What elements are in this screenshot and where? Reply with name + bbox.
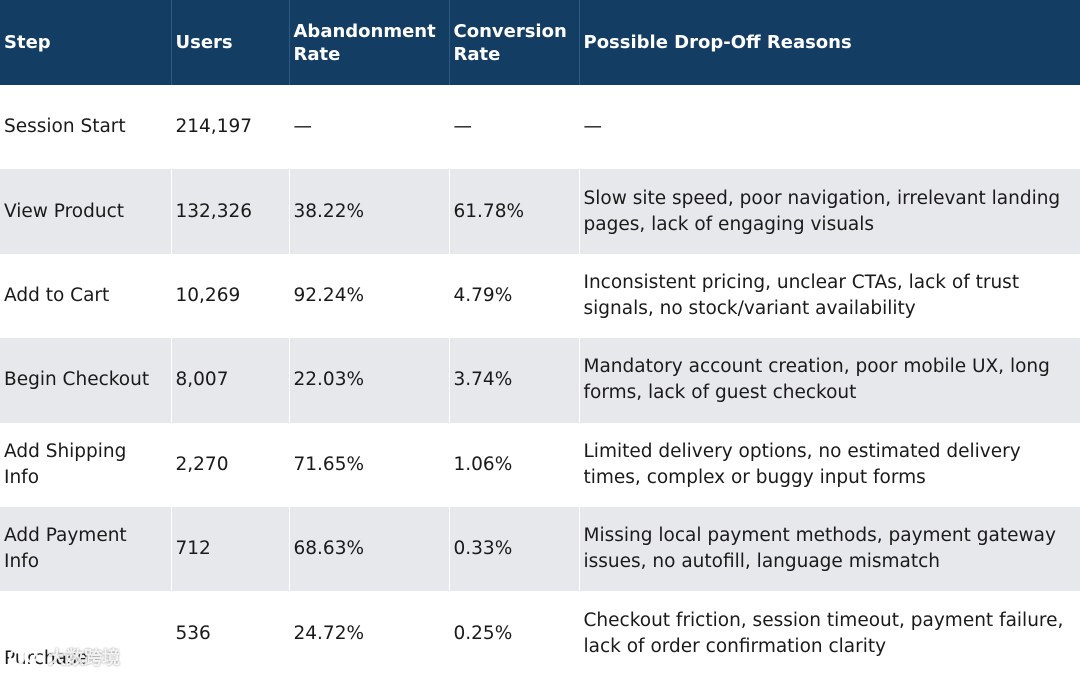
table-row: Add to Cart 10,269 92.24% 4.79% Inconsis…: [0, 253, 1080, 339]
table-header: Step Users Abandonment Rate Conversion R…: [0, 0, 1080, 85]
cell-abandonment: 68.63%: [289, 506, 450, 592]
cell-reasons: Inconsistent pricing, unclear CTAs, lack…: [583, 271, 1020, 319]
cell-conversion: 3.74%: [449, 338, 580, 423]
cell-step: Add Payment Info: [0, 506, 172, 592]
cell-reasons: Limited delivery options, no estimated d…: [583, 440, 1021, 488]
cell-step: View Product: [0, 169, 172, 254]
table-body: Session Start 214,197 — — — View Product…: [0, 85, 1080, 676]
cell-step: Begin Checkout: [0, 338, 172, 423]
cell-step: Add to Cart: [0, 253, 172, 339]
cell-abandonment: —: [289, 85, 450, 170]
cell-abandonment: 92.24%: [289, 253, 450, 339]
cell-conversion: 1.06%: [449, 422, 580, 507]
cell-users: 8,007: [171, 338, 290, 423]
cell-conversion: 61.78%: [449, 169, 580, 254]
cell-conversion: 0.33%: [449, 506, 580, 592]
cell-conversion: 0.25%: [449, 591, 580, 676]
cell-reasons: Checkout friction, session timeout, paym…: [583, 609, 1064, 657]
cell-conversion: 4.79%: [449, 253, 580, 339]
header-row: Step Users Abandonment Rate Conversion R…: [0, 0, 1080, 85]
table-row: Purchase 536 24.72% 0.25% Checkout frict…: [0, 591, 1080, 676]
table-row: Add Shipping Info 2,270 71.65% 1.06% Lim…: [0, 422, 1080, 507]
cell-users: 712: [171, 506, 290, 592]
cell-users: 10,269: [171, 253, 290, 339]
cell-step: Session Start: [0, 85, 172, 170]
watermark-logo-icon: [8, 646, 44, 668]
watermark-text: 大数跨境: [48, 648, 120, 669]
header-users: Users: [171, 0, 290, 85]
cell-abandonment: 38.22%: [289, 169, 450, 254]
header-step: Step: [0, 0, 172, 85]
cell-reasons: —: [583, 116, 603, 138]
header-drop-off-reasons: Possible Drop-Off Reasons: [583, 32, 852, 53]
cell-users: 2,270: [171, 422, 290, 507]
table-row: Begin Checkout 8,007 22.03% 3.74% Mandat…: [0, 338, 1080, 423]
cell-reasons: Mandatory account creation, poor mobile …: [583, 356, 1050, 404]
cell-reasons: Slow site speed, poor navigation, irrele…: [583, 187, 1061, 235]
header-abandonment-rate: Abandonment Rate: [289, 0, 450, 85]
table-row: Session Start 214,197 — — —: [0, 85, 1080, 170]
cell-abandonment: 71.65%: [289, 422, 450, 507]
cell-conversion: —: [449, 85, 580, 170]
table-row: Add Payment Info 712 68.63% 0.33% Missin…: [0, 506, 1080, 592]
cell-abandonment: 22.03%: [289, 338, 450, 423]
header-conversion-rate: Conversion Rate: [449, 0, 580, 85]
cell-users: 536: [171, 591, 290, 676]
cell-users: 214,197: [171, 85, 290, 170]
table-row: View Product 132,326 38.22% 61.78% Slow …: [0, 169, 1080, 254]
cell-reasons: Missing local payment methods, payment g…: [583, 525, 1056, 573]
cell-users: 132,326: [171, 169, 290, 254]
watermark: 大数跨境: [8, 644, 120, 670]
cell-step: Add Shipping Info: [0, 422, 172, 507]
cell-abandonment: 24.72%: [289, 591, 450, 676]
